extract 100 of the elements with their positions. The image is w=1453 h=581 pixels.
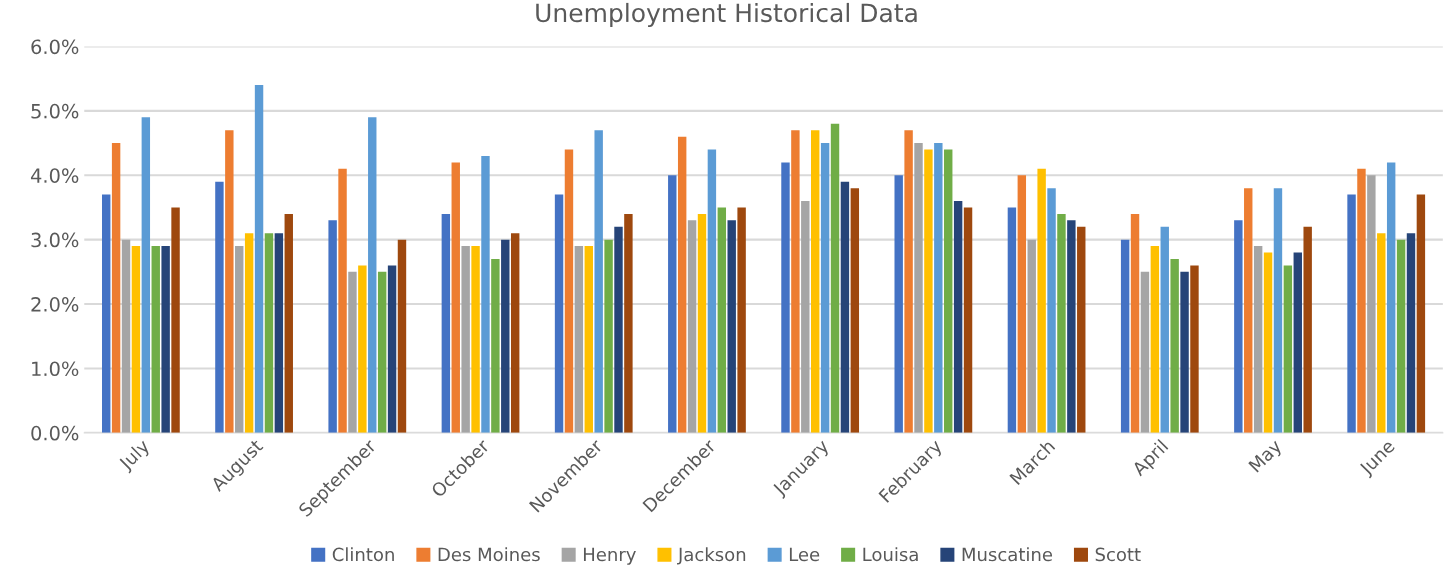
y-tick-label: 5.0%: [31, 103, 79, 119]
bar: [387, 265, 397, 433]
bar: [151, 246, 160, 433]
bar: [944, 149, 953, 433]
y-tick-label: 0.0%: [31, 425, 79, 441]
bar: [584, 246, 593, 433]
bar: [121, 239, 131, 433]
bar: [668, 175, 677, 433]
bar: [1007, 207, 1017, 433]
bar: [1170, 258, 1179, 433]
bar: [284, 213, 293, 433]
bar: [594, 130, 603, 433]
bar: [397, 239, 407, 433]
legend-label: Jackson: [677, 547, 746, 565]
bar: [1017, 175, 1027, 433]
y-tick-label: 2.0%: [31, 297, 79, 312]
legend-label: Clinton: [332, 547, 394, 562]
bar: [244, 233, 254, 433]
bar: [102, 194, 111, 433]
bar: [111, 143, 121, 433]
bar: [481, 155, 490, 433]
bar: [624, 213, 633, 433]
bar: [840, 181, 850, 433]
bar: [141, 117, 151, 433]
bar: [1396, 239, 1406, 433]
bar: [358, 265, 367, 433]
bar: [904, 130, 913, 433]
bar: [1130, 213, 1140, 433]
bar: [1190, 265, 1199, 433]
bar: [564, 149, 574, 433]
bar: [1347, 194, 1356, 433]
y-tick-label: 6.0%: [31, 39, 79, 55]
bar: [328, 220, 337, 433]
bar: [131, 246, 141, 433]
bar: [677, 136, 687, 433]
bar: [274, 233, 284, 433]
bar: [254, 85, 264, 433]
bar: [1047, 188, 1056, 433]
bar: [1160, 226, 1169, 433]
bar: [501, 239, 510, 433]
bar: [934, 143, 943, 433]
bar: [1293, 252, 1302, 433]
bar: [1077, 226, 1086, 433]
bar: [894, 175, 903, 433]
bar: [348, 271, 357, 433]
bar: [1057, 213, 1066, 433]
bar: [1406, 233, 1416, 433]
bar: [1150, 246, 1160, 433]
legend-label: Muscatine: [962, 547, 1053, 562]
bar: [604, 239, 613, 433]
bar: [963, 207, 973, 433]
bar: [810, 130, 820, 433]
bar: [1120, 239, 1130, 433]
bar: [717, 207, 727, 433]
bar: [471, 246, 480, 433]
bar: [441, 213, 451, 433]
legend-label: Lee: [789, 547, 820, 562]
bar: [727, 220, 736, 433]
bar: [491, 258, 500, 433]
bar: [1357, 168, 1366, 433]
bar: [687, 220, 697, 433]
bar: [510, 233, 520, 433]
bar: [781, 162, 790, 433]
bar: [235, 246, 244, 433]
legend-label: Louisa: [863, 547, 918, 562]
bar: [161, 246, 170, 433]
bar: [1027, 239, 1036, 433]
bar: [264, 233, 274, 433]
bar: [1140, 271, 1150, 433]
bar: [338, 168, 347, 433]
bar: [914, 143, 923, 433]
bar: [1180, 271, 1189, 433]
bar: [1416, 194, 1426, 433]
bar: [1283, 265, 1293, 433]
bar: [1234, 220, 1243, 433]
bar: [368, 117, 377, 433]
y-tick-label: 4.0%: [30, 168, 79, 183]
bar: [1037, 168, 1046, 433]
bar: [225, 130, 234, 433]
y-tick-label: 3.0%: [31, 232, 79, 248]
bar: [924, 149, 933, 433]
bar: [953, 201, 963, 433]
legend-label: Scott: [1095, 547, 1141, 562]
bar: [791, 130, 800, 433]
bar: [377, 271, 387, 433]
bar: [215, 181, 224, 433]
bar: [737, 207, 746, 433]
bar: [1067, 220, 1076, 433]
legend-label: Henry: [583, 547, 636, 565]
bar: [1253, 246, 1263, 433]
bar: [697, 213, 707, 433]
bar: [1263, 252, 1273, 433]
bar: [574, 246, 584, 433]
bar: [554, 194, 564, 433]
bar: [820, 143, 830, 433]
bar: [1386, 162, 1396, 433]
bar: [801, 201, 810, 433]
bar: [1367, 175, 1376, 433]
y-tick-label: 1.0%: [32, 361, 79, 377]
bar: [1377, 233, 1386, 433]
